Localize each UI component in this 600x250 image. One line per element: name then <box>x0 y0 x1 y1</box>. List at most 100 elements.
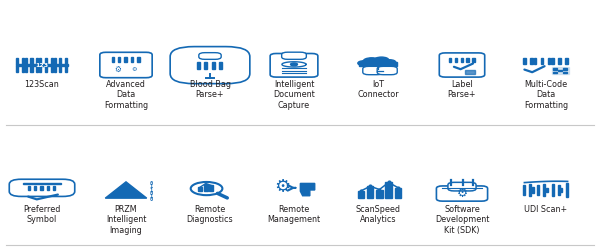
Text: PRZM
Intelligent
Imaging: PRZM Intelligent Imaging <box>106 205 146 235</box>
Bar <box>50 66 53 72</box>
Bar <box>553 68 557 70</box>
Bar <box>23 183 61 184</box>
Bar <box>31 66 32 72</box>
Bar <box>65 58 67 64</box>
Circle shape <box>290 63 298 66</box>
Bar <box>212 62 215 69</box>
Bar <box>204 184 208 191</box>
Bar <box>219 62 222 69</box>
Text: Remote
Management: Remote Management <box>268 205 320 225</box>
Bar <box>209 186 213 191</box>
Bar <box>559 58 561 64</box>
FancyBboxPatch shape <box>377 66 397 75</box>
Bar <box>197 62 200 69</box>
Bar <box>565 58 568 64</box>
Bar <box>50 58 53 64</box>
Bar <box>199 187 202 191</box>
Text: ⚙: ⚙ <box>457 187 467 200</box>
FancyBboxPatch shape <box>439 53 485 77</box>
Text: ⚙: ⚙ <box>131 67 137 72</box>
Text: Multi-Code
Data
Formatting: Multi-Code Data Formatting <box>524 80 568 110</box>
Bar <box>472 58 475 62</box>
Circle shape <box>191 182 223 195</box>
Bar <box>553 72 557 74</box>
Bar <box>558 70 562 71</box>
Bar <box>25 66 27 72</box>
Bar <box>39 66 41 72</box>
Text: Label
Parse+: Label Parse+ <box>448 80 476 100</box>
Bar <box>563 68 567 70</box>
Polygon shape <box>301 184 315 196</box>
Circle shape <box>374 57 389 63</box>
Circle shape <box>383 60 396 65</box>
Circle shape <box>358 61 370 66</box>
Bar <box>557 185 560 195</box>
FancyBboxPatch shape <box>363 66 383 75</box>
Bar <box>530 58 533 64</box>
Bar <box>548 58 550 64</box>
Bar <box>45 66 47 72</box>
Bar <box>529 184 531 196</box>
Bar <box>367 186 373 198</box>
FancyBboxPatch shape <box>199 53 221 59</box>
Bar <box>385 182 392 198</box>
Bar <box>131 57 133 62</box>
Bar <box>376 190 383 198</box>
Bar <box>47 186 49 190</box>
Bar <box>395 188 401 198</box>
Bar <box>16 64 68 66</box>
Bar <box>205 62 207 69</box>
Bar <box>59 66 61 72</box>
Bar <box>553 68 569 74</box>
Bar <box>53 186 55 190</box>
FancyBboxPatch shape <box>270 54 318 77</box>
Text: 123Scan: 123Scan <box>25 80 59 89</box>
Text: Preferred
Symbol: Preferred Symbol <box>23 205 61 225</box>
Bar <box>36 66 38 72</box>
Bar <box>566 184 568 196</box>
Bar <box>533 58 536 64</box>
Bar <box>53 58 56 64</box>
Text: 123: 123 <box>35 62 49 68</box>
Bar <box>523 58 526 64</box>
Bar <box>118 57 121 62</box>
FancyBboxPatch shape <box>9 179 75 196</box>
Text: Remote
Diagnostics: Remote Diagnostics <box>187 205 233 225</box>
Bar <box>543 184 545 196</box>
Bar <box>45 58 47 64</box>
Text: Intelligent
Document
Capture: Intelligent Document Capture <box>273 80 315 110</box>
Bar <box>551 58 554 64</box>
Bar <box>124 57 127 62</box>
FancyBboxPatch shape <box>436 186 488 201</box>
FancyBboxPatch shape <box>170 46 250 84</box>
Bar <box>40 186 43 190</box>
Bar <box>28 186 30 190</box>
Bar <box>455 58 457 62</box>
Text: 1: 1 <box>149 184 153 190</box>
Bar <box>59 58 61 64</box>
Bar <box>466 58 469 62</box>
Bar <box>532 187 533 193</box>
Text: 1: 1 <box>149 194 153 199</box>
Bar <box>16 58 18 64</box>
Bar <box>560 188 562 192</box>
Text: ScanSpeed
Analytics: ScanSpeed Analytics <box>355 205 401 225</box>
Bar <box>449 58 451 62</box>
Bar <box>358 191 364 198</box>
FancyBboxPatch shape <box>100 52 152 78</box>
Circle shape <box>363 58 380 65</box>
Text: IoT
Connector: IoT Connector <box>357 80 399 100</box>
Text: 0: 0 <box>149 181 153 186</box>
Text: Blood Bag
Parse+: Blood Bag Parse+ <box>190 80 230 100</box>
Bar <box>25 58 27 64</box>
Bar <box>34 186 36 190</box>
Bar <box>36 58 38 64</box>
Text: ⚙: ⚙ <box>274 178 290 196</box>
Bar <box>359 62 397 66</box>
Bar <box>112 57 114 62</box>
Bar <box>22 58 24 64</box>
Bar <box>39 58 41 64</box>
Bar <box>65 66 67 72</box>
Text: ⚙: ⚙ <box>115 65 121 74</box>
Text: 0: 0 <box>149 197 153 202</box>
